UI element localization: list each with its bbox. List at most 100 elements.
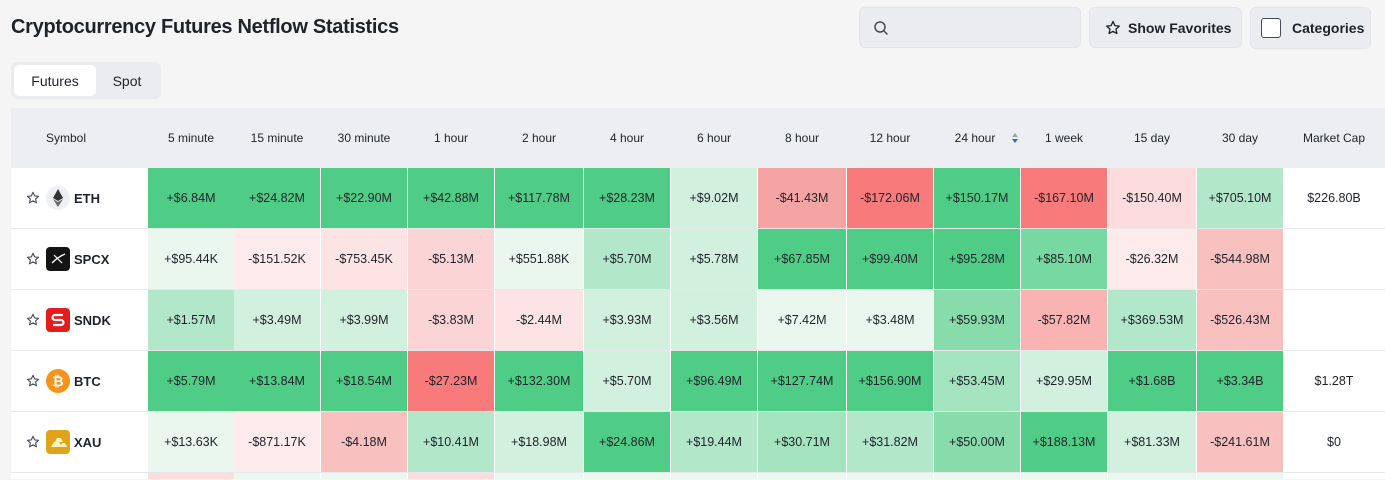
netflow-cell-1-week: +$85.10M	[1021, 229, 1107, 289]
netflow-cell-1-hour: +$10.41M	[408, 412, 494, 472]
market-cap-cell: $226.80B	[1307, 191, 1361, 205]
table-row[interactable]: ₿ BTC +$5.79M +$13.84M +$18.54M -$27.23M +$132…	[11, 351, 1385, 412]
symbol-label[interactable]: SPCX	[74, 251, 110, 267]
netflow-cell	[671, 473, 757, 479]
column-header-5-minute[interactable]: 5 minute	[167, 131, 215, 145]
netflow-cell-15-minute: +$3.49M	[234, 290, 320, 350]
netflow-cell-5-minute: +$95.44K	[148, 229, 234, 289]
column-header-1-week[interactable]: 1 week	[1044, 131, 1084, 145]
svg-text:₿: ₿	[52, 374, 63, 390]
column-header-12-hour[interactable]: 12 hour	[869, 131, 911, 145]
netflow-cell	[148, 473, 234, 479]
search-icon	[874, 21, 888, 35]
column-header-15-minute[interactable]: 15 minute	[250, 131, 304, 145]
show-favorites-button[interactable]: Show Favorites	[1089, 7, 1242, 48]
netflow-cell-6-hour: +$9.02M	[671, 168, 757, 228]
table-header: Symbol 5 minute 15 minute 30 minute 1 hour 2 …	[11, 108, 1385, 168]
column-header-24-hour[interactable]: 24 hour	[954, 131, 996, 145]
xau-icon	[46, 430, 70, 454]
market-cap-cell	[1287, 290, 1381, 350]
categories-button[interactable]: Categories	[1250, 7, 1371, 49]
column-header-1-hour[interactable]: 1 hour	[433, 131, 469, 145]
netflow-cell-6-hour: +$96.49M	[671, 351, 757, 411]
netflow-cell-1-week: +$188.13M	[1021, 412, 1107, 472]
btc-icon: ₿	[46, 369, 70, 393]
netflow-cell-30-minute: +$3.99M	[321, 290, 407, 350]
favorite-star-icon[interactable]	[26, 374, 40, 388]
netflow-cell	[1197, 473, 1283, 479]
netflow-cell-15-minute: +$13.84M	[234, 351, 320, 411]
market-cap-cell: $0	[1327, 435, 1341, 449]
column-header-4-hour[interactable]: 4 hour	[609, 131, 645, 145]
netflow-cell-2-hour: -$2.44M	[495, 290, 583, 350]
categories-label: Categories	[1292, 20, 1365, 36]
netflow-cell-15-day: +$369.53M	[1108, 290, 1196, 350]
star-icon	[1106, 20, 1120, 34]
table-row[interactable]	[11, 473, 1385, 479]
netflow-cell	[584, 473, 670, 479]
symbol-label[interactable]: XAU	[74, 434, 102, 450]
netflow-cell-6-hour: +$19.44M	[671, 412, 757, 472]
netflow-cell	[408, 473, 494, 479]
netflow-cell-4-hour: +$5.70M	[584, 351, 670, 411]
column-header-market-cap[interactable]: Market Cap	[1302, 131, 1366, 145]
netflow-cell-24-hour: +$59.93M	[934, 290, 1020, 350]
symbol-label[interactable]: ETH	[74, 190, 100, 206]
favorite-star-icon[interactable]	[26, 313, 40, 327]
symbol-label[interactable]: SNDK	[74, 312, 111, 328]
netflow-cell-30-minute: -$4.18M	[321, 412, 407, 472]
column-header-30-minute[interactable]: 30 minute	[337, 131, 391, 145]
netflow-cell-15-day: +$81.33M	[1108, 412, 1196, 472]
table-row[interactable]: SPCX +$95.44K -$151.52K -$753.45K -$5.13M +$5…	[11, 229, 1385, 290]
netflow-cell-2-hour: +$551.88K	[495, 229, 583, 289]
netflow-table: Symbol 5 minute 15 minute 30 minute 1 hour 2 …	[11, 108, 1385, 479]
column-header-15-day[interactable]: 15 day	[1133, 131, 1171, 145]
column-header-30-day[interactable]: 30 day	[1221, 131, 1259, 145]
netflow-cell-6-hour: +$3.56M	[671, 290, 757, 350]
market-cap-cell: $1.28T	[1314, 374, 1354, 388]
netflow-cell-5-minute: +$13.63K	[148, 412, 234, 472]
search-box[interactable]	[859, 7, 1081, 48]
favorite-star-icon[interactable]	[26, 252, 40, 266]
search-input[interactable]	[900, 16, 1070, 40]
netflow-cell-1-week: +$29.95M	[1021, 351, 1107, 411]
sort-icon[interactable]	[1011, 130, 1019, 146]
table-row[interactable]: XAU +$13.63K -$871.17K -$4.18M +$10.41M +$18.…	[11, 412, 1385, 473]
netflow-cell-4-hour: +$5.70M	[584, 229, 670, 289]
tab-futures[interactable]: Futures	[14, 65, 96, 96]
netflow-cell-12-hour: +$31.82M	[847, 412, 933, 472]
netflow-cell-8-hour: -$41.43M	[758, 168, 846, 228]
netflow-cell	[1021, 473, 1107, 479]
tab-spot[interactable]: Spot	[112, 72, 142, 89]
favorite-star-icon[interactable]	[26, 435, 40, 449]
sndk-icon	[46, 308, 70, 332]
table-row[interactable]: SNDK +$1.57M +$3.49M +$3.99M -$3.83M -$2.44M +…	[11, 290, 1385, 351]
netflow-cell-24-hour: +$50.00M	[934, 412, 1020, 472]
categories-checkbox[interactable]	[1261, 18, 1281, 38]
symbol-label[interactable]: BTC	[74, 373, 101, 389]
column-header-6-hour[interactable]: 6 hour	[696, 131, 732, 145]
netflow-cell-8-hour: +$127.74M	[758, 351, 846, 411]
netflow-cell-15-day: -$150.40M	[1108, 168, 1196, 228]
netflow-cell	[321, 473, 407, 479]
netflow-cell-8-hour: +$67.85M	[758, 229, 846, 289]
netflow-cell-8-hour: +$7.42M	[758, 290, 846, 350]
column-header-2-hour[interactable]: 2 hour	[521, 131, 557, 145]
netflow-cell-1-hour: -$5.13M	[408, 229, 494, 289]
netflow-cell-15-minute: -$871.17K	[234, 412, 320, 472]
netflow-cell-1-week: -$167.10M	[1021, 168, 1107, 228]
netflow-cell-12-hour: +$156.90M	[847, 351, 933, 411]
show-favorites-label: Show Favorites	[1128, 19, 1232, 36]
table-row[interactable]: ETH +$6.84M +$24.82M +$22.90M +$42.88M +$117.…	[11, 168, 1385, 229]
netflow-cell-1-hour: -$27.23M	[408, 351, 494, 411]
netflow-cell-12-hour: +$3.48M	[847, 290, 933, 350]
column-header-8-hour[interactable]: 8 hour	[784, 131, 820, 145]
netflow-cell-15-day: +$1.68B	[1108, 351, 1196, 411]
netflow-cell-30-minute: +$18.54M	[321, 351, 407, 411]
favorite-star-icon[interactable]	[26, 191, 40, 205]
netflow-cell-2-hour: +$132.30M	[495, 351, 583, 411]
netflow-cell-24-hour: +$150.17M	[934, 168, 1020, 228]
netflow-cell-12-hour: +$99.40M	[847, 229, 933, 289]
column-header-symbol[interactable]: Symbol	[45, 131, 86, 145]
netflow-cell-30-day: -$241.61M	[1197, 412, 1283, 472]
